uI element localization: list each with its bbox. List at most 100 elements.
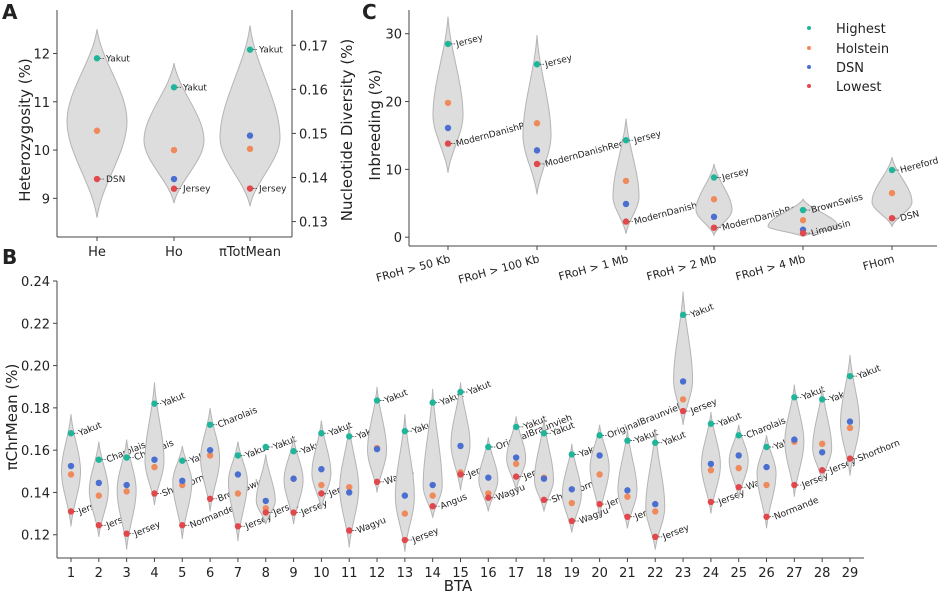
violin-bta-1 <box>60 414 82 527</box>
lowest-breed-label: Jersey <box>716 488 747 508</box>
highest-point <box>622 137 630 144</box>
panel-b-xtick-label: 16 <box>480 566 497 581</box>
lowest-point <box>93 175 101 183</box>
dsn-point <box>679 378 687 385</box>
violin-πTotMean <box>219 25 281 207</box>
panel-c-ytick-label: 10 <box>385 163 402 178</box>
lowest-point <box>170 185 178 192</box>
lowest-point <box>888 214 896 222</box>
lowest-breed-label: Normande <box>189 504 237 531</box>
panel-b-xtick-label: 8 <box>262 566 270 581</box>
lowest-breed-label: Normande <box>773 495 821 522</box>
holstein-point <box>429 492 436 499</box>
violin-FRoH > 50 Kb <box>432 16 464 173</box>
lowest-breed-label: Jersey <box>828 456 859 476</box>
panel-b-xtick-label: 10 <box>313 566 330 581</box>
panel-a-ytick-right-label: 0.14 <box>299 171 328 186</box>
dsn-point <box>444 124 452 132</box>
panel-b-xtick-label: 17 <box>508 566 525 581</box>
panel-b-xtick-label: 29 <box>842 566 859 581</box>
violin-bta-21 <box>617 428 638 529</box>
violin-Ho <box>143 63 205 204</box>
highest-point <box>67 430 75 437</box>
panel-b-xtick-label: 25 <box>730 566 747 581</box>
lowest-point <box>596 500 603 508</box>
lowest-point <box>624 513 631 520</box>
highest-point <box>799 206 807 214</box>
highest-point <box>401 427 409 435</box>
highest-point <box>93 55 101 62</box>
dsn-point <box>735 452 742 459</box>
holstein-point <box>151 463 158 471</box>
violin-bta-17 <box>506 416 527 491</box>
panel-b-xtick-label: 26 <box>758 566 775 581</box>
holstein-point <box>568 499 575 507</box>
violin-bta-8 <box>255 454 276 525</box>
panel-b-ytick-label: 0.16 <box>21 444 50 459</box>
panel-a-ylabel-left: Heterozygosity (%) <box>16 58 34 202</box>
dsn-point <box>763 463 770 471</box>
holstein-point <box>444 99 452 107</box>
panel-b-xtick-label: 20 <box>591 566 608 581</box>
holstein-point <box>95 492 103 499</box>
dsn-point <box>512 454 520 461</box>
lowest-breed-label: Jersey <box>299 499 330 519</box>
holstein-point <box>888 189 896 197</box>
panel-a-xtick-label: Ho <box>165 245 183 260</box>
highest-point <box>206 421 214 428</box>
lowest-breed-label: DSN <box>899 209 920 224</box>
legend-marker-dsn <box>807 65 811 69</box>
panel-a-ytick-left-label: 11 <box>33 96 50 111</box>
panel-a-ytick-left-label: 9 <box>42 192 50 207</box>
highest-point <box>179 457 186 464</box>
dsn-point <box>95 479 103 487</box>
highest-breed-label: Charolais <box>216 406 259 431</box>
holstein-point <box>346 483 353 491</box>
lowest-point <box>568 517 575 525</box>
violin-bta-29 <box>839 354 861 476</box>
dsn-point <box>568 486 575 493</box>
dsn-point <box>262 497 269 505</box>
lowest-point <box>622 218 630 225</box>
violin-bta-6 <box>200 407 221 512</box>
lowest-breed-label: Angus <box>439 492 469 512</box>
lowest-point <box>246 185 254 192</box>
panel-b-xtick-label: 2 <box>95 566 103 581</box>
holstein-point <box>206 452 214 459</box>
holstein-point <box>318 481 325 489</box>
highest-breed-label: Yakut <box>258 46 283 56</box>
dsn-point <box>151 456 158 463</box>
lowest-point <box>791 481 798 489</box>
violin-bta-2 <box>88 441 109 537</box>
violin-FRoH > 100 Kb <box>522 35 552 195</box>
highest-point <box>373 397 381 404</box>
highest-point <box>652 439 659 446</box>
panel-b-xtick-label: 15 <box>452 566 469 581</box>
dsn-point <box>206 446 214 454</box>
holstein-point <box>67 471 75 478</box>
legend: Highest Holstein DSN Lowest <box>807 22 889 95</box>
highest-point <box>710 174 718 181</box>
lowest-point <box>234 523 242 530</box>
lowest-breed-label: Wagyu <box>495 483 527 504</box>
lowest-point <box>799 229 807 237</box>
lowest-point <box>401 536 409 544</box>
panel-c-ylabel: Inbreeding (%) <box>366 69 384 180</box>
lowest-point <box>512 473 520 480</box>
legend-label-lowest: Lowest <box>836 80 881 95</box>
panel-b-xtick-label: 27 <box>786 566 803 581</box>
highest-breed-label: Yakut <box>661 430 688 449</box>
panel-b-xtick-label: 5 <box>178 566 186 581</box>
highest-point <box>540 430 548 437</box>
lowest-point <box>818 467 826 474</box>
holstein-point <box>652 508 659 515</box>
dsn-point <box>707 460 715 468</box>
violin-bta-15 <box>450 382 471 491</box>
highest-breed-label: Yakut <box>105 54 130 64</box>
panel-b-xlabel: BTA <box>444 577 473 595</box>
highest-point <box>346 433 353 440</box>
panel-b-xtick-label: 3 <box>123 566 131 581</box>
violin-FRoH > 1 Mb <box>612 118 640 234</box>
panel-c-xtick-label: FRoH > 1 Mb <box>557 252 630 283</box>
highest-point <box>596 432 603 439</box>
